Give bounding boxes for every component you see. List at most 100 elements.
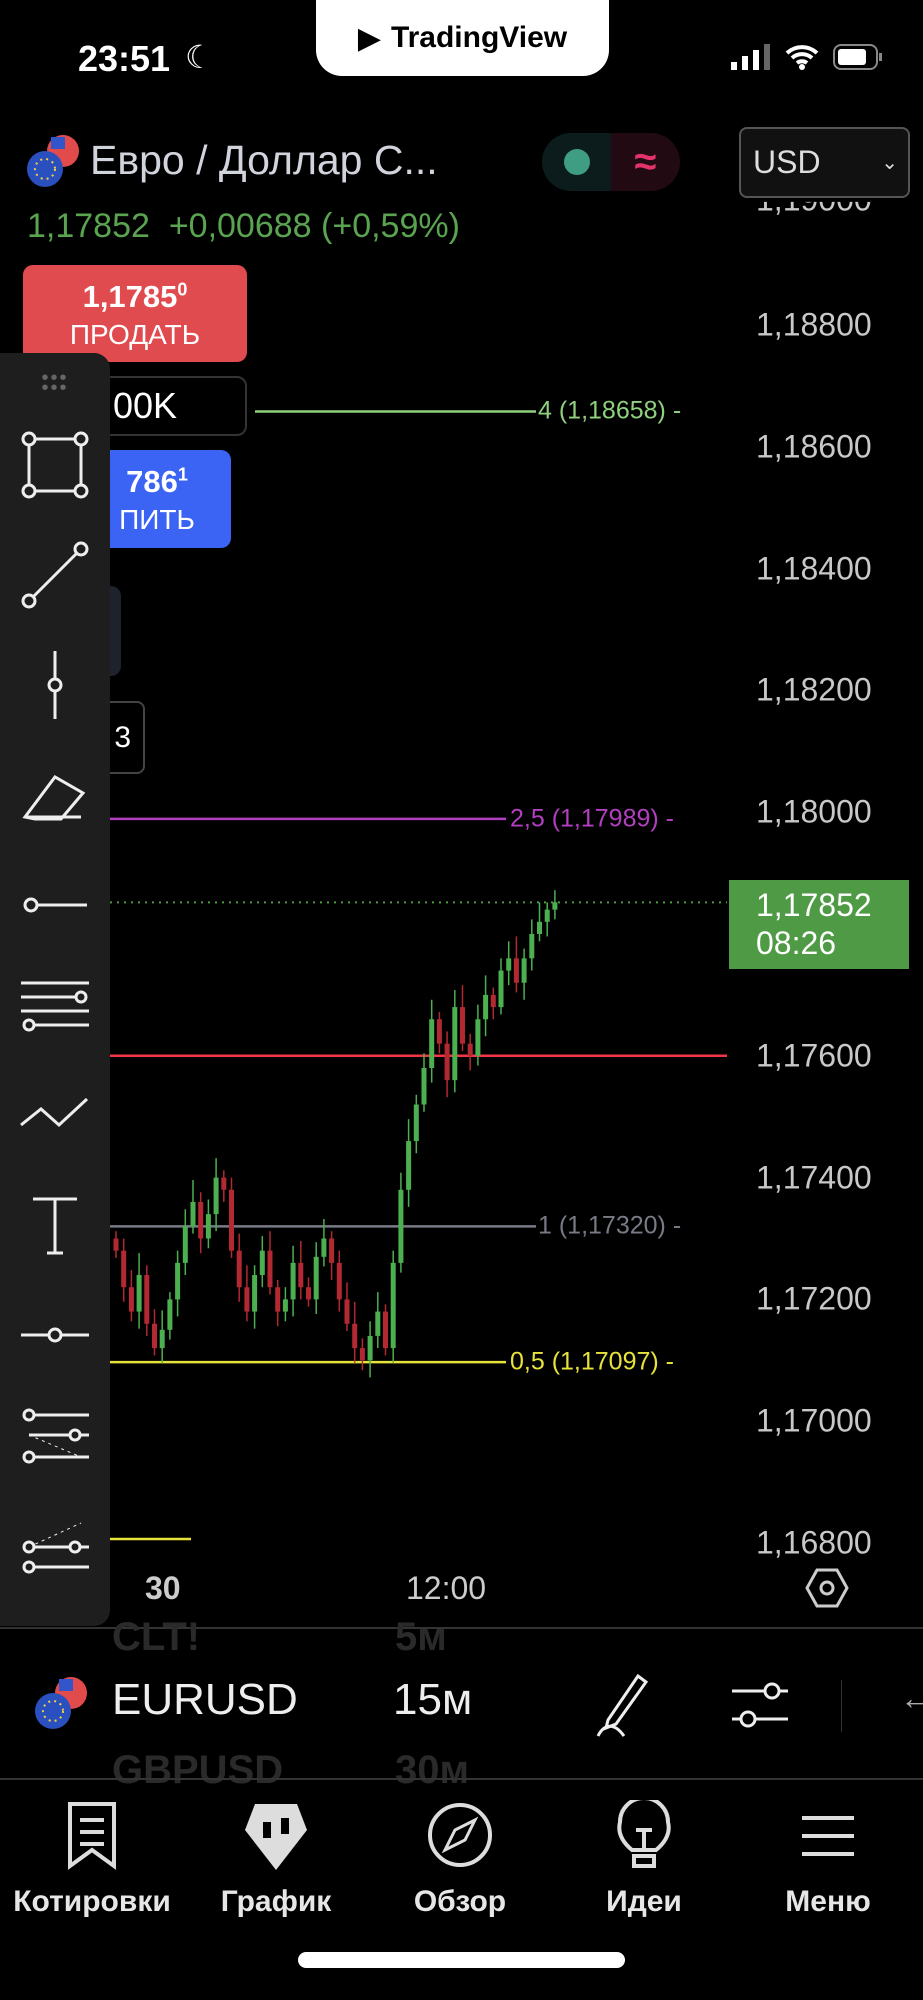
brush-tool-icon[interactable]	[15, 755, 95, 835]
ray-tool-icon[interactable]	[15, 865, 95, 945]
arrow-left-icon[interactable]: ←	[900, 1680, 923, 1716]
candle-body	[444, 1043, 450, 1081]
lightbulb-icon	[617, 1796, 671, 1868]
candle-body	[390, 1262, 396, 1349]
candle-body	[429, 1019, 435, 1068]
candle-body	[537, 921, 542, 934]
candle-body	[167, 1299, 173, 1330]
nav-overview[interactable]: Обзор	[368, 1800, 552, 1919]
symbol-title[interactable]: Евро / Доллар С...	[90, 137, 438, 183]
candle-body	[205, 1214, 211, 1239]
candle-body	[383, 1311, 388, 1349]
sell-button[interactable]: 1,17850 ПРОДАТЬ	[23, 265, 247, 362]
watchlist-icon	[68, 1802, 116, 1870]
menu-icon	[802, 1816, 854, 1856]
drawing-pen-icon[interactable]	[590, 1670, 654, 1740]
nav-watchlist[interactable]: Котировки	[0, 1800, 184, 1919]
indicators-icon[interactable]	[728, 1675, 792, 1735]
market-status-toggle[interactable]: ≈	[542, 133, 680, 191]
fib-level-label: 4 (1,18658) -	[538, 396, 682, 425]
fib-level-label: 1 (1,17320) -	[538, 1211, 682, 1240]
candle-body	[452, 1007, 458, 1081]
candle-body	[275, 1287, 281, 1312]
symbol-select[interactable]: EURUSD	[112, 1675, 298, 1724]
delayed-data-icon: ≈	[634, 139, 657, 184]
candle-body	[352, 1323, 358, 1349]
nav-label: График	[220, 1885, 332, 1918]
candle-body	[213, 1177, 219, 1215]
candle-body	[544, 909, 550, 922]
moon-icon: ☾	[185, 39, 214, 75]
home-indicator	[298, 1952, 625, 1968]
text-tool-icon[interactable]	[15, 1185, 95, 1265]
candle-body	[113, 1238, 119, 1251]
fib-extension-tool-icon[interactable]	[15, 1503, 95, 1583]
price-change-row: 1,17852 +0,00688 (+0,59%)	[27, 207, 460, 246]
sell-price-sup: 0	[177, 279, 188, 300]
candle-body	[467, 1043, 473, 1056]
candle-body	[144, 1275, 150, 1324]
current-price-tag: 1,17852 08:26	[729, 880, 909, 969]
signal-icon	[731, 44, 770, 70]
candle-body	[460, 1007, 465, 1044]
candle-body	[229, 1189, 234, 1251]
nav-label: Идеи	[606, 1885, 682, 1918]
candle-body	[152, 1323, 157, 1349]
nav-menu[interactable]: Меню	[736, 1800, 920, 1919]
status-icons	[731, 44, 883, 70]
candle-body	[282, 1299, 288, 1312]
candle-body	[475, 1019, 481, 1056]
interval-select[interactable]: 15м	[393, 1675, 473, 1724]
candle-body	[375, 1311, 381, 1336]
candle-body	[529, 934, 535, 959]
candle-body	[367, 1335, 373, 1361]
candle-body	[267, 1250, 273, 1288]
nav-ideas[interactable]: Идеи	[552, 1796, 736, 1919]
parallel-channel-tool-icon[interactable]	[15, 965, 95, 1045]
price-chart[interactable]	[0, 200, 923, 1550]
next-interval: 30м	[395, 1748, 470, 1792]
price-change: +0,00688 (+0,59%)	[168, 207, 460, 245]
chart-settings-icon[interactable]	[805, 1566, 849, 1610]
vertical-line-tool-icon[interactable]	[15, 645, 95, 725]
candle-body	[506, 958, 512, 971]
rectangle-tool-icon[interactable]	[15, 425, 95, 505]
candle-body	[344, 1299, 350, 1324]
price-axis-label: 1,18000	[756, 793, 872, 830]
candle-body	[198, 1201, 204, 1239]
candle-body	[159, 1329, 165, 1349]
fib-retracement-tool-icon[interactable]	[15, 1395, 95, 1475]
candle-body	[521, 958, 527, 983]
fib-level-label: 2,5 (1,17989) -	[510, 804, 674, 833]
candle-body	[236, 1250, 242, 1288]
pattern-tool-icon[interactable]	[15, 1075, 95, 1155]
price-axis-label: 1,18600	[756, 428, 872, 465]
bar-countdown: 08:26	[756, 925, 837, 961]
candle-body	[182, 1226, 188, 1263]
status-time: 23:51	[78, 38, 171, 79]
candle-body	[490, 994, 496, 1008]
buy-label: ПИТЬ	[119, 504, 195, 535]
battery-icon	[833, 44, 882, 70]
divider	[0, 1778, 923, 1780]
candle-body	[121, 1250, 127, 1288]
candle-body	[321, 1238, 327, 1257]
candle-body	[128, 1287, 134, 1312]
candle-body	[513, 958, 519, 983]
trend-line-tool-icon[interactable]	[15, 535, 95, 615]
candle-body	[421, 1067, 427, 1105]
candle-body	[259, 1250, 265, 1276]
currency-select[interactable]: USD ⌄	[739, 127, 910, 198]
candle-body	[398, 1189, 404, 1263]
fib-level-label: 0,5 (1,17097) -	[510, 1347, 674, 1376]
horizontal-line-tool-icon[interactable]	[15, 1295, 95, 1375]
nav-chart[interactable]: График	[184, 1800, 368, 1919]
tradingview-pill[interactable]: ▶ TradingView	[316, 0, 609, 76]
candle-body	[221, 1177, 227, 1190]
candle-body	[190, 1201, 196, 1227]
market-open-dot-icon	[563, 149, 590, 175]
drag-handle-icon[interactable]: ••• •••	[41, 367, 69, 399]
nav-label: Меню	[785, 1885, 871, 1918]
time-label-30: 30	[145, 1570, 181, 1606]
candle-body	[136, 1275, 142, 1312]
